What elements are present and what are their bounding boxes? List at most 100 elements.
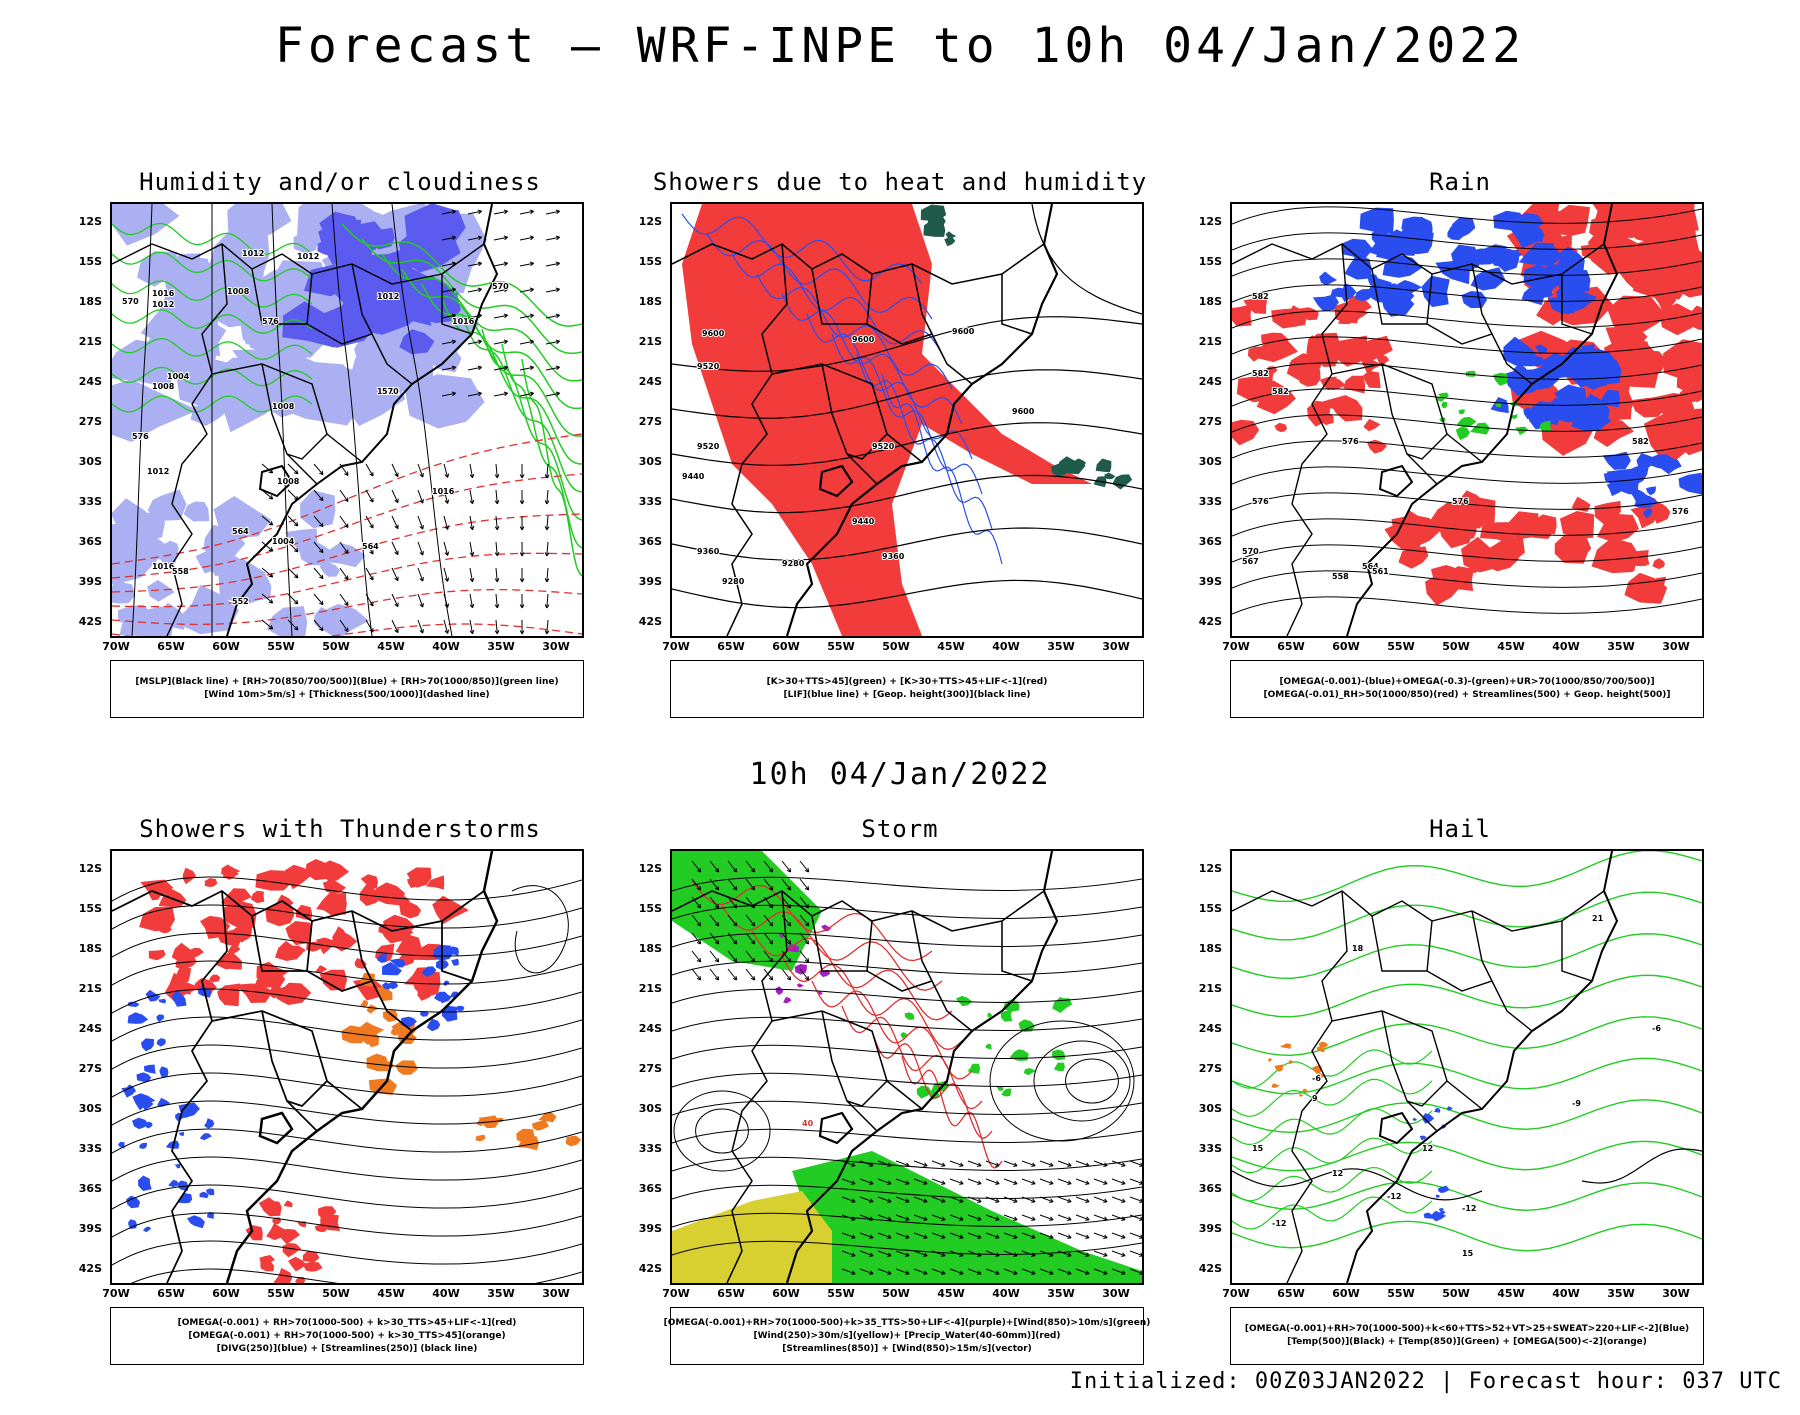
latitude-tick-label: 24S [1198,1022,1222,1035]
contour-label: 570 [382,387,399,396]
latitude-tick-label: 30S [638,455,662,468]
contour-label: 15 [1252,1144,1264,1153]
contour-label: 9600 [852,335,875,344]
contour-label: 9280 [722,577,745,586]
map-canvas: -12 -12 -12 -6 -6 -9 9 12 12 15 15 18 21 [1232,851,1702,1283]
contour-label: 576 [1252,497,1269,506]
lagoon [1378,464,1414,498]
temp-500-contour [1232,1168,1483,1201]
contour-label: 1012 [297,252,319,261]
longitude-tick-label: 50W [1442,1287,1470,1300]
wind-vectors [441,209,561,397]
contour-label: 1016 [152,562,175,571]
latitude-tick-label: 24S [78,375,102,388]
contour-label: 15 [1462,1249,1474,1258]
lifted-index-contour [856,353,993,530]
longitude-tick-label: 40W [992,1287,1020,1300]
country-borders [1232,243,1605,636]
lifted-index-contour [731,253,943,355]
latitude-tick-label: 18S [638,295,662,308]
longitude-tick-label: 70W [1222,1287,1250,1300]
contour-label: 582 [1632,437,1649,446]
lifted-index-contour [781,293,963,425]
longitude-tick-label: 70W [102,1287,130,1300]
latitude-tick-label: 24S [78,1022,102,1035]
longitude-tick-label: 60W [212,1287,240,1300]
longitude-tick-label: 45W [377,1287,405,1300]
latitude-tick-label: 42S [638,1262,662,1275]
country-borders [1232,890,1605,1283]
longitude-tick-label: 30W [1662,1287,1690,1300]
legend-line: [LIF](blue line) + [Geop. height(300)](b… [783,690,1031,700]
contour-label: 18 [1352,944,1364,953]
longitude-tick-label: 30W [542,640,570,653]
longitude-tick-label: 70W [662,640,690,653]
contour-label: -9 [1572,1099,1581,1108]
longitude-tick-label: 45W [1497,1287,1525,1300]
temp-850-contour [1232,1057,1702,1095]
legend-line: [Wind 10m>5m/s] + [Thickness(500/1000)](… [204,690,490,700]
wind-850-area-green [672,851,822,971]
country-borders [672,243,1045,636]
panel-showers-heat-humidity: Showers due to heat and humidity 9600 960… [620,168,1180,768]
convective-area-red [245,1197,341,1283]
longitude-tick-label: 50W [322,1287,350,1300]
divergence-area-blue [377,944,465,1032]
longitude-tick-label: 40W [432,1287,460,1300]
latitude-tick-label: 36S [638,1182,662,1195]
rh-lowlevel-contour [401,268,582,410]
geopotential-300-contour [672,527,1142,561]
map-canvas: 9600 9600 9600 9520 9520 9520 9600 9440 9440 9360… [672,204,1142,636]
latitude-tick-label: 15S [638,902,662,915]
latitude-tick-label: 30S [638,1102,662,1115]
legend: [OMEGA(-0.001) + RH>70(1000-500) + k>30_… [110,1307,584,1365]
mslp-isobar [271,204,293,636]
panel-title: Showers with Thunderstorms [139,815,541,843]
latitude-tick-label: 27S [638,415,662,428]
contour-label: 567 [1242,557,1259,566]
panel-title: Storm [861,815,939,843]
longitude-tick-label: 45W [937,1287,965,1300]
contour-label: 552 [232,597,249,606]
contour-label: -12 [1272,1219,1286,1228]
longitude-tick-label: 45W [377,640,405,653]
lifted-index-contour [706,233,933,320]
contour-label: 558 [172,567,189,576]
legend: [OMEGA(-0.001)+RH>70(1000-500)+k<60+TTS>… [1230,1307,1704,1365]
map-hail: -12 -12 -12 -6 -6 -9 9 12 12 15 15 18 21 [1230,849,1704,1285]
latitude-tick-label: 39S [638,1222,662,1235]
longitude-tick-label: 65W [1277,1287,1305,1300]
legend: [OMEGA(-0.001)+RH>70(1000-500)+k>35_TTS>… [664,1307,1150,1365]
precip-water-contour [721,905,943,991]
circulation-contour [673,1090,771,1172]
lifted-index-contour [681,213,923,285]
longitude-tick-label: 50W [1442,640,1470,653]
lagoon [258,1111,294,1145]
longitude-tick-label: 65W [157,1287,185,1300]
precip-water-contour [691,880,933,962]
mslp-isobar [331,204,373,636]
contour-label: 1012 [377,387,399,396]
geopotential-300-contour [672,369,1142,419]
precip-water-contour [841,1005,983,1110]
contour-label: 564 [362,542,379,551]
hail-area-blue [1412,1106,1453,1141]
contour-label: 9600 [952,327,975,336]
mslp-isobar [131,204,153,636]
streamlines-500 [1232,206,1702,615]
legend-line: [OMEGA(-0.001) + RH>70(1000-500) + k>30_… [188,1330,506,1341]
lagoon [258,464,294,498]
legend-line: [MSLP](Black line) + [RH>70(850/700/500)… [135,677,559,687]
country-borders [112,889,485,1283]
wind-vectors [841,1160,1142,1275]
latitude-tick-label: 27S [1198,415,1222,428]
contour-label: 576 [1672,507,1689,516]
latitude-tick-label: 24S [1198,375,1222,388]
legend: [MSLP](Black line) + [RH>70(850/700/500)… [110,660,584,718]
temp-850-contour [1232,1016,1702,1057]
rh-lowlevel-contour [461,313,582,493]
contour-label: -12 [1387,1192,1401,1201]
contour-label: 9520 [697,442,720,451]
longitude-tick-label: 40W [1552,640,1580,653]
